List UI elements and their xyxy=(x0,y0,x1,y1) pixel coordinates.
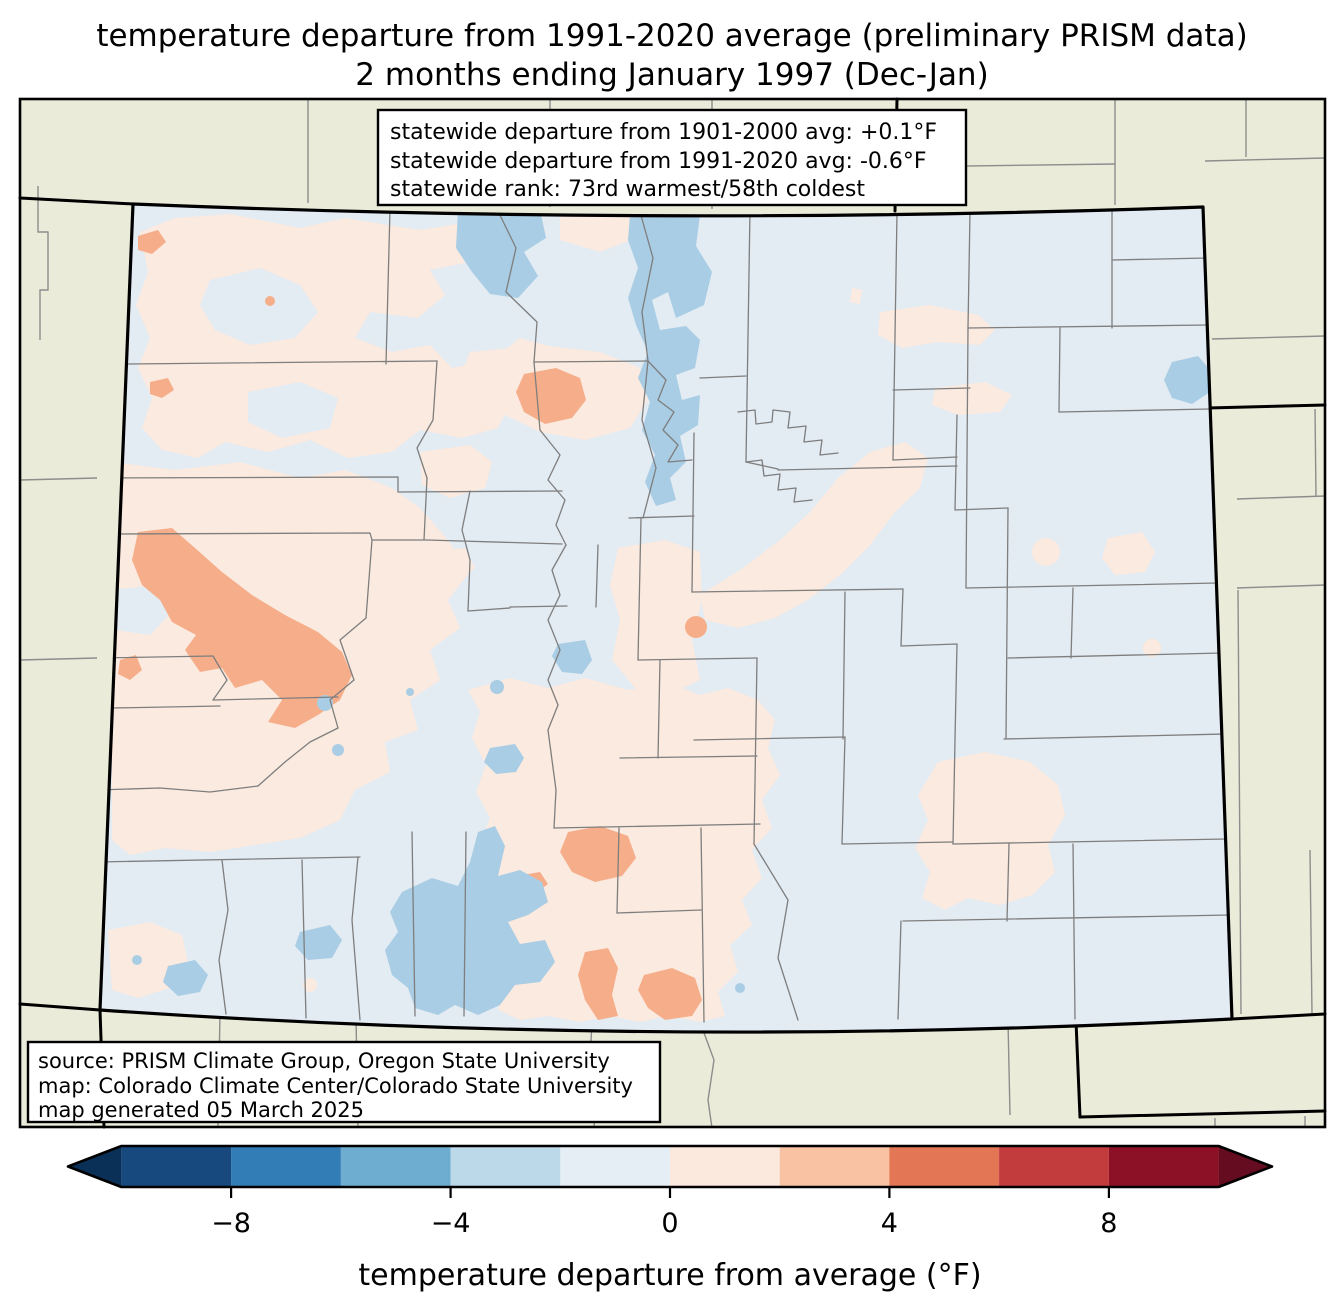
colorbar-left-arrow xyxy=(68,1146,122,1187)
base-holes xyxy=(110,268,338,635)
stats-line-3: statewide rank: 73rd warmest/58th coldes… xyxy=(390,177,865,202)
colorbar-segment xyxy=(450,1146,561,1187)
cool-moderate-blobs xyxy=(132,210,1212,1015)
stats-line-2: statewide departure from 1991-2020 avg: … xyxy=(390,149,927,174)
colorbar-segment xyxy=(779,1146,890,1187)
colorbar-segment xyxy=(340,1146,451,1187)
colorbar: −8 −4 0 4 8 temperature departure from a… xyxy=(66,1144,1274,1293)
anomaly-layers xyxy=(108,210,1212,1022)
colorbar-tick-label: 8 xyxy=(1100,1208,1117,1239)
colorbar-outline xyxy=(66,1144,1274,1189)
figure-title-line-2: 2 months ending January 1997 (Dec-Jan) xyxy=(355,57,988,93)
colorbar-segment xyxy=(1108,1146,1219,1187)
colorbar-segment xyxy=(560,1146,671,1187)
source-line-3: map generated 05 March 2025 xyxy=(38,1098,364,1122)
colorbar-tick-label: −8 xyxy=(211,1208,251,1239)
stats-line-1: statewide departure from 1901-2000 avg: … xyxy=(390,120,937,145)
colorado-state-border xyxy=(98,202,1234,1034)
figure-title-line-1: temperature departure from 1991-2020 ave… xyxy=(96,18,1247,54)
colorbar-segment xyxy=(889,1146,1000,1187)
plot-frame xyxy=(18,97,1327,1129)
colorbar-segment xyxy=(231,1146,341,1187)
colorbar-segment xyxy=(121,1146,232,1187)
colorbar-tick-label: −4 xyxy=(431,1208,471,1239)
stats-box: statewide departure from 1901-2000 avg: … xyxy=(376,108,968,207)
colorbar-ticks xyxy=(230,1187,1111,1198)
colorbar-segment xyxy=(670,1146,780,1187)
county-boundaries xyxy=(100,208,1231,1023)
colorbar-right-arrow xyxy=(1218,1146,1272,1187)
source-line-1: source: PRISM Climate Group, Oregon Stat… xyxy=(38,1049,610,1073)
colorbar-tick-label: 0 xyxy=(661,1208,678,1239)
source-box: source: PRISM Climate Group, Oregon Stat… xyxy=(26,1040,662,1124)
colorbar-segment xyxy=(999,1146,1109,1187)
colorbar-tick-label: 4 xyxy=(881,1208,898,1239)
colorbar-axis-label: temperature departure from average (°F) xyxy=(358,1258,981,1293)
source-line-2: map: Colorado Climate Center/Colorado St… xyxy=(38,1074,633,1098)
